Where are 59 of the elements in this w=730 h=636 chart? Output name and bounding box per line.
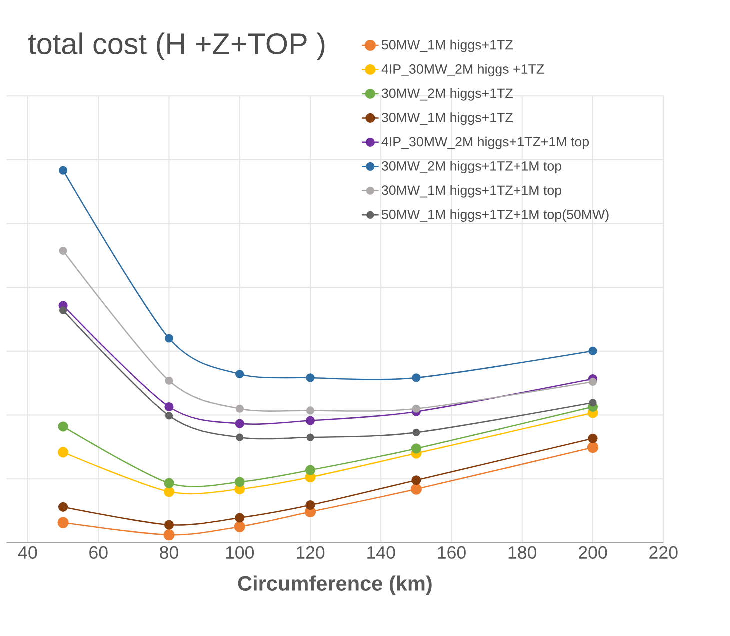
point — [235, 419, 244, 428]
point — [164, 486, 175, 498]
legend-label: 50MW_1M higgs+1TZ — [382, 40, 513, 52]
point — [164, 402, 174, 412]
point — [306, 500, 316, 510]
point — [59, 246, 68, 256]
x-tick-label: 120 — [296, 546, 325, 559]
point — [164, 530, 175, 541]
legend-label: 50MW_1M higgs+1TZ+1M top(50MW) — [382, 210, 609, 222]
point — [58, 422, 68, 432]
point — [412, 404, 420, 413]
point — [234, 477, 245, 488]
legend-label: 30MW_2M higgs+1TZ+1M top — [382, 161, 562, 174]
point — [587, 442, 599, 454]
point — [588, 434, 598, 444]
point — [588, 346, 598, 356]
x-tick-label: 220 — [650, 546, 678, 559]
point — [306, 434, 314, 442]
x-tick-label: 60 — [90, 546, 108, 559]
x-tick-label: 140 — [368, 546, 396, 559]
point — [165, 376, 174, 385]
legend-label: 4IP_30MW_2M higgs+1TZ+1M top — [382, 136, 590, 150]
legend-label: 30MW_2M higgs+1TZ — [382, 88, 513, 101]
point — [410, 484, 422, 495]
point — [234, 521, 246, 532]
point — [164, 478, 174, 488]
x-tick-label: 100 — [226, 546, 254, 559]
point — [236, 434, 244, 442]
point — [58, 447, 69, 458]
point — [235, 513, 245, 523]
legend-label: 30MW_1M higgs+1TZ+1M top — [382, 185, 562, 198]
x-tick-label: 40 — [18, 546, 38, 559]
point — [412, 476, 422, 486]
point — [305, 465, 316, 476]
x-tick-label: 180 — [508, 546, 537, 559]
point — [164, 334, 174, 343]
point — [58, 166, 68, 175]
point — [306, 406, 315, 415]
point — [588, 378, 598, 386]
chart-title: total cost (H +Z+TOP ) — [28, 32, 325, 60]
point — [589, 399, 597, 407]
point — [236, 404, 244, 413]
point — [58, 502, 68, 512]
x-axis-title: Circumference (km) — [238, 576, 432, 596]
point — [59, 306, 68, 314]
point — [165, 412, 174, 420]
point — [164, 520, 174, 530]
legend-label: 4IP_30MW_2M higgs +1TZ — [382, 64, 544, 77]
point — [412, 374, 421, 382]
point — [411, 444, 422, 454]
point — [58, 517, 69, 528]
point — [236, 370, 244, 379]
x-tick-label: 200 — [579, 546, 608, 559]
point — [412, 428, 420, 436]
point — [306, 416, 316, 426]
x-tick-label: 80 — [160, 546, 178, 559]
legend-label: 30MW_1M higgs+1TZ — [382, 112, 513, 126]
point — [306, 374, 315, 382]
x-tick-label: 160 — [438, 546, 466, 559]
